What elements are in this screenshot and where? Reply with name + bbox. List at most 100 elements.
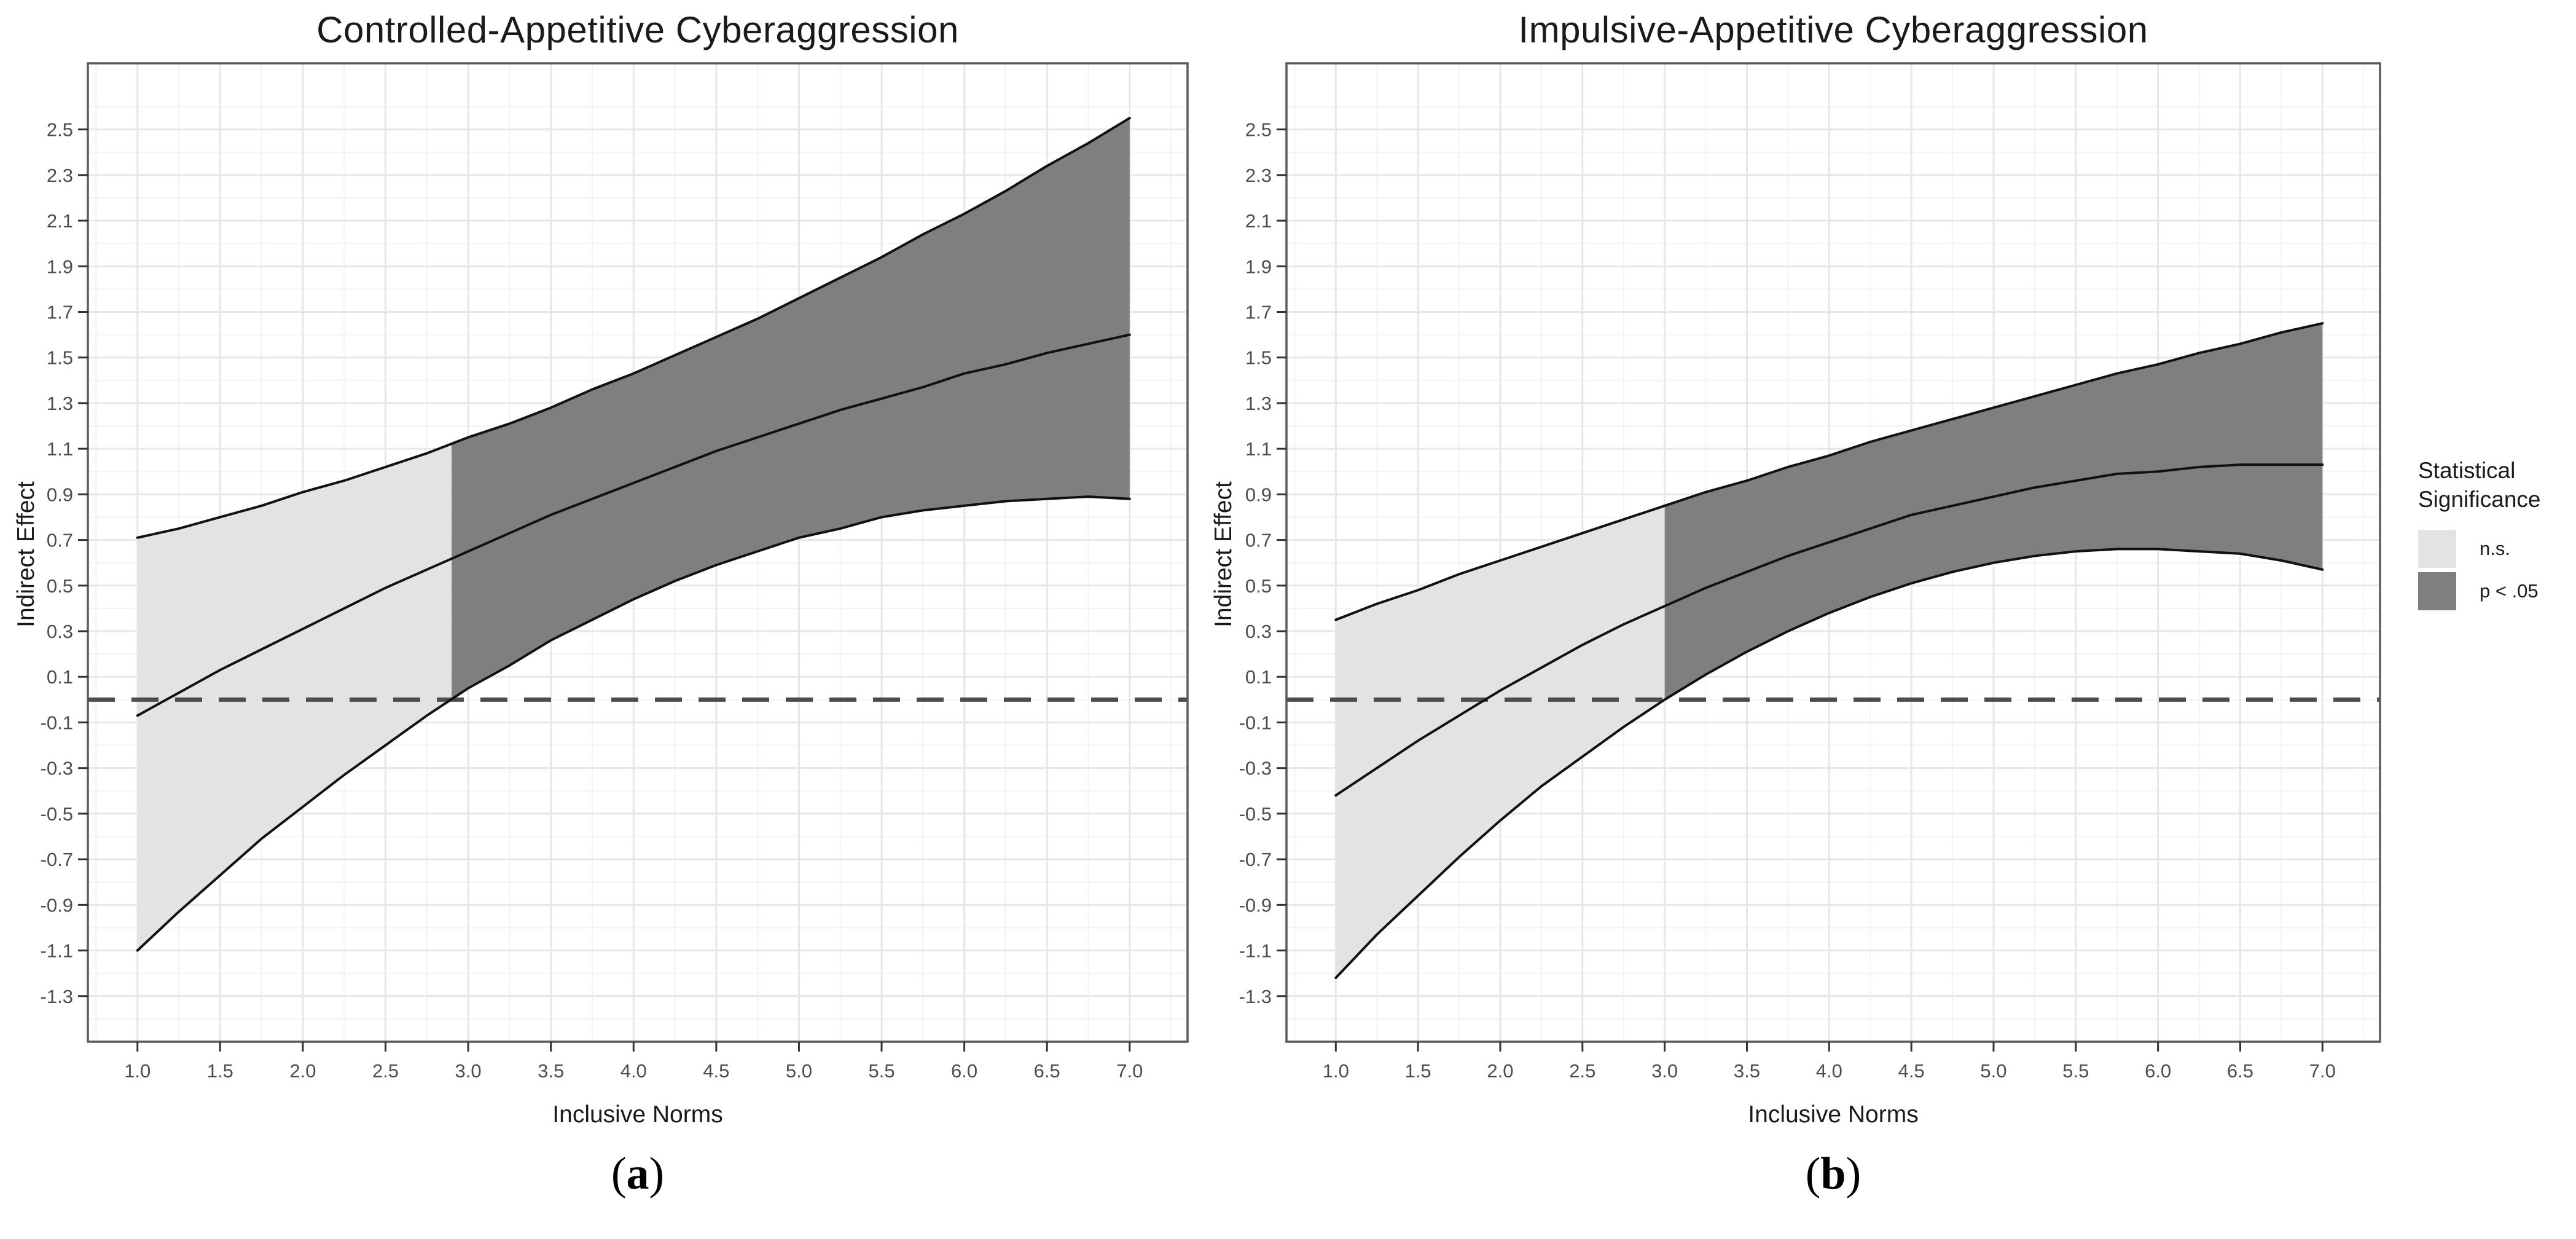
y-tick-label: 1.7 bbox=[47, 301, 73, 323]
panel-a-y-axis-title: Indirect Effect bbox=[13, 481, 39, 627]
y-tick-label: 0.3 bbox=[1245, 621, 1272, 642]
ci-lower-line bbox=[1334, 548, 2324, 980]
y-tick-label: -1.3 bbox=[41, 986, 73, 1007]
y-tick-label: -0.9 bbox=[41, 894, 73, 916]
x-tick-label: 3.5 bbox=[538, 1060, 564, 1082]
legend-title-line2: Significance bbox=[2418, 487, 2541, 512]
x-tick-label: 2.0 bbox=[289, 1060, 316, 1082]
x-tick-label: 1.0 bbox=[124, 1060, 151, 1082]
y-tick-label: 0.9 bbox=[47, 484, 73, 505]
y-tick-label: 0.5 bbox=[47, 575, 73, 597]
x-tick-label: 6.5 bbox=[1034, 1060, 1060, 1082]
panel-border bbox=[1285, 62, 2381, 1043]
x-tick-label: 6.5 bbox=[2227, 1060, 2253, 1082]
legend-item-significant: p < .05 bbox=[2418, 572, 2541, 610]
ci-upper-line bbox=[136, 117, 1131, 539]
y-tick-label: -0.7 bbox=[1239, 849, 1272, 870]
y-tick-label: 2.3 bbox=[47, 165, 73, 186]
y-tick-label: 2.5 bbox=[47, 119, 73, 141]
legend-title-line1: Statistical bbox=[2418, 458, 2516, 483]
panel-b-y-axis-title: Indirect Effect bbox=[1210, 481, 1237, 627]
ribbon-significant bbox=[1664, 323, 2323, 700]
x-tick-label: 3.0 bbox=[1651, 1060, 1678, 1082]
ribbon-significant bbox=[452, 118, 1130, 699]
caption-b-close-paren: ) bbox=[1846, 1149, 1862, 1199]
ribbon-ns bbox=[137, 443, 452, 951]
x-tick-label: 7.0 bbox=[2309, 1060, 2336, 1082]
panel-border bbox=[87, 62, 1189, 1043]
legend-label-significant: p < .05 bbox=[2480, 580, 2539, 602]
y-tick-label: -0.5 bbox=[41, 803, 73, 825]
x-tick-label: 1.5 bbox=[1405, 1060, 1431, 1082]
x-tick-label: 4.0 bbox=[621, 1060, 647, 1082]
y-tick-label: -1.3 bbox=[1239, 986, 1272, 1007]
y-tick-label: 0.5 bbox=[1245, 575, 1272, 597]
caption-a-letter: a bbox=[626, 1149, 649, 1199]
y-tick-label: 1.3 bbox=[47, 393, 73, 414]
x-tick-label: 2.5 bbox=[372, 1060, 399, 1082]
x-tick-label: 5.5 bbox=[868, 1060, 895, 1082]
y-tick-label: -1.1 bbox=[41, 940, 73, 962]
y-tick-label: 0.9 bbox=[1245, 484, 1272, 505]
x-tick-label: 6.0 bbox=[2145, 1060, 2171, 1082]
mean-effect-line bbox=[1334, 463, 2324, 797]
y-tick-label: 1.9 bbox=[1245, 256, 1272, 277]
legend-title: Statistical Significance bbox=[2418, 456, 2541, 514]
y-tick-label: 1.5 bbox=[47, 347, 73, 369]
significant-swatch-icon bbox=[2418, 572, 2456, 610]
x-tick-label: 1.5 bbox=[207, 1060, 233, 1082]
y-tick-label: 1.9 bbox=[47, 256, 73, 277]
panel-b-x-axis-title: Inclusive Norms bbox=[1748, 1101, 1919, 1128]
y-tick-label: -0.3 bbox=[1239, 758, 1272, 779]
ns-swatch-icon bbox=[2418, 530, 2456, 568]
x-tick-label: 4.0 bbox=[1816, 1060, 1842, 1082]
y-tick-label: 2.1 bbox=[47, 210, 73, 232]
panel-a-x-axis-title: Inclusive Norms bbox=[552, 1101, 723, 1128]
y-tick-label: -0.1 bbox=[41, 712, 73, 733]
y-tick-label: 0.1 bbox=[47, 666, 73, 688]
x-tick-label: 1.0 bbox=[1323, 1060, 1349, 1082]
ribbon-ns bbox=[1336, 505, 1665, 978]
x-tick-label: 5.0 bbox=[786, 1060, 812, 1082]
x-tick-label: 5.5 bbox=[2062, 1060, 2089, 1082]
panel-a-title: Controlled-Appetitive Cyberaggression bbox=[316, 9, 959, 50]
y-tick-label: 1.7 bbox=[1245, 301, 1272, 323]
caption-a-close-paren: ) bbox=[649, 1149, 665, 1199]
y-tick-label: 2.5 bbox=[1245, 119, 1272, 141]
panel-a-caption: (a) bbox=[453, 1148, 822, 1200]
x-tick-label: 6.0 bbox=[951, 1060, 977, 1082]
y-tick-label: -0.5 bbox=[1239, 803, 1272, 825]
y-tick-label: -0.7 bbox=[41, 849, 73, 870]
y-tick-label: 0.1 bbox=[1245, 666, 1272, 688]
panel-b-caption: (b) bbox=[1649, 1148, 2018, 1200]
legend-items: n.s. p < .05 bbox=[2418, 530, 2541, 610]
ci-upper-line bbox=[1334, 322, 2324, 621]
y-tick-label: 2.3 bbox=[1245, 165, 1272, 186]
y-tick-label: -0.9 bbox=[1239, 894, 1272, 916]
y-tick-label: 2.1 bbox=[1245, 210, 1272, 232]
legend-item-ns: n.s. bbox=[2418, 530, 2541, 568]
y-tick-label: -0.3 bbox=[41, 758, 73, 779]
y-tick-label: -1.1 bbox=[1239, 940, 1272, 962]
y-tick-label: 0.7 bbox=[1245, 530, 1272, 551]
y-tick-label: 1.1 bbox=[47, 438, 73, 460]
caption-b-letter: b bbox=[1820, 1149, 1846, 1199]
caption-a-open-paren: ( bbox=[611, 1149, 627, 1199]
y-tick-label: 0.3 bbox=[47, 621, 73, 642]
legend-label-ns: n.s. bbox=[2480, 538, 2510, 559]
y-tick-label: 0.7 bbox=[47, 530, 73, 551]
x-tick-label: 5.0 bbox=[1980, 1060, 2006, 1082]
x-tick-label: 3.5 bbox=[1734, 1060, 1760, 1082]
x-tick-label: 7.0 bbox=[1116, 1060, 1143, 1082]
ci-lower-line bbox=[136, 495, 1131, 952]
panel-b: -1.3 -1.1 -0.9 -0.7 -0.5 -0.3 -0.1 0.1 0.3 0.5 0.7… bbox=[1239, 62, 2381, 1082]
x-tick-label: 4.5 bbox=[1898, 1060, 1925, 1082]
y-tick-label: -0.1 bbox=[1239, 712, 1272, 733]
panel-a: -1.3 -1.1 -0.9 -0.7 -0.5 -0.3 -0.1 0.1 0.3 0.5 0.7… bbox=[41, 62, 1189, 1082]
y-tick-label: 1.5 bbox=[1245, 347, 1272, 369]
x-tick-label: 2.0 bbox=[1487, 1060, 1513, 1082]
x-tick-label: 2.5 bbox=[1569, 1060, 1595, 1082]
y-tick-label: 1.1 bbox=[1245, 438, 1272, 460]
